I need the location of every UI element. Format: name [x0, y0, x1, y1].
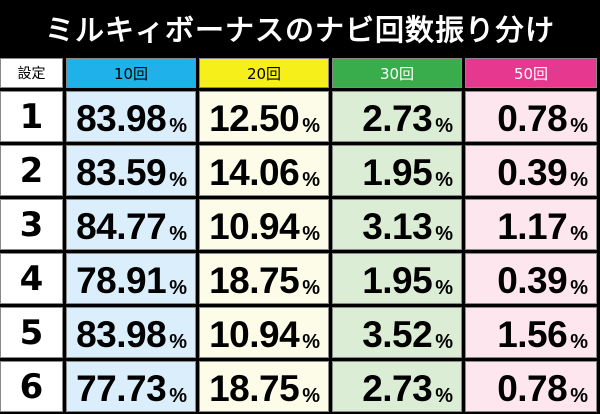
table-header-row: 設定 10回 20回 30回 50回: [0, 58, 600, 88]
percent-sign: %: [570, 277, 588, 299]
value-20-cell: 14.06%: [199, 145, 329, 196]
value-10-cell: 83.98%: [66, 307, 196, 358]
value-10: 83.59: [76, 152, 167, 193]
value-30-cell: 2.73%: [332, 361, 462, 412]
value-20: 10.94: [209, 206, 300, 247]
percent-sign: %: [302, 223, 320, 245]
percent-sign: %: [302, 115, 320, 137]
table-row: 4 78.91% 18.75% 1.95% 0.39%: [0, 253, 600, 304]
value-50: 0.39: [497, 260, 568, 301]
value-50: 0.39: [497, 152, 568, 193]
value-10: 78.91: [76, 260, 167, 301]
value-50-cell: 0.39%: [465, 253, 597, 304]
value-30: 2.73: [362, 368, 433, 409]
header-20: 20回: [199, 58, 329, 88]
percent-sign: %: [435, 115, 453, 137]
value-20-cell: 12.50%: [199, 91, 329, 142]
value-10-cell: 78.91%: [66, 253, 196, 304]
percent-sign: %: [435, 223, 453, 245]
value-20-cell: 10.94%: [199, 199, 329, 250]
value-10: 77.73: [76, 368, 167, 409]
value-10: 84.77: [76, 206, 167, 247]
percent-sign: %: [169, 277, 187, 299]
value-20: 18.75: [209, 260, 300, 301]
percent-sign: %: [435, 331, 453, 353]
value-30: 3.13: [362, 206, 433, 247]
header-setting: 設定: [0, 58, 63, 88]
setting-label: 6: [0, 361, 63, 412]
value-30-cell: 2.73%: [332, 91, 462, 142]
percent-sign: %: [302, 169, 320, 191]
table-row: 3 84.77% 10.94% 3.13% 1.17%: [0, 199, 600, 250]
percent-sign: %: [435, 169, 453, 191]
value-10-cell: 77.73%: [66, 361, 196, 412]
percent-sign: %: [169, 331, 187, 353]
table-row: 1 83.98% 12.50% 2.73% 0.78%: [0, 91, 600, 142]
value-50-cell: 0.78%: [465, 91, 597, 142]
value-50-cell: 0.39%: [465, 145, 597, 196]
value-30: 1.95: [362, 260, 433, 301]
percent-sign: %: [570, 331, 588, 353]
percent-sign: %: [570, 115, 588, 137]
percent-sign: %: [302, 385, 320, 407]
percent-sign: %: [570, 169, 588, 191]
value-50: 1.17: [497, 206, 568, 247]
value-30-cell: 1.95%: [332, 145, 462, 196]
table-row: 5 83.98% 10.94% 3.52% 1.56%: [0, 307, 600, 358]
value-30-cell: 3.13%: [332, 199, 462, 250]
value-20: 10.94: [209, 314, 300, 355]
percent-sign: %: [169, 169, 187, 191]
setting-label: 4: [0, 253, 63, 304]
percent-sign: %: [169, 115, 187, 137]
percent-sign: %: [435, 277, 453, 299]
percent-sign: %: [169, 385, 187, 407]
value-10-cell: 84.77%: [66, 199, 196, 250]
header-50: 50回: [465, 58, 597, 88]
header-30: 30回: [332, 58, 462, 88]
setting-label: 2: [0, 145, 63, 196]
value-20-cell: 18.75%: [199, 361, 329, 412]
value-50-cell: 0.78%: [465, 361, 597, 412]
value-20: 18.75: [209, 368, 300, 409]
value-10-cell: 83.59%: [66, 145, 196, 196]
percent-sign: %: [570, 385, 588, 407]
value-50: 0.78: [497, 368, 568, 409]
setting-label: 1: [0, 91, 63, 142]
value-50-cell: 1.56%: [465, 307, 597, 358]
value-30: 2.73: [362, 98, 433, 139]
value-20: 12.50: [209, 98, 300, 139]
value-30-cell: 1.95%: [332, 253, 462, 304]
table-row: 2 83.59% 14.06% 1.95% 0.39%: [0, 145, 600, 196]
value-50: 0.78: [497, 98, 568, 139]
value-10-cell: 83.98%: [66, 91, 196, 142]
value-10: 83.98: [76, 314, 167, 355]
value-50-cell: 1.17%: [465, 199, 597, 250]
header-10: 10回: [66, 58, 196, 88]
page-title: ミルキィボーナスのナビ回数振り分け: [44, 13, 555, 47]
percent-sign: %: [169, 223, 187, 245]
value-10: 83.98: [76, 98, 167, 139]
percent-sign: %: [570, 223, 588, 245]
value-30: 1.95: [362, 152, 433, 193]
value-20-cell: 18.75%: [199, 253, 329, 304]
value-50: 1.56: [497, 314, 568, 355]
value-20-cell: 10.94%: [199, 307, 329, 358]
percent-sign: %: [302, 277, 320, 299]
table-row: 6 77.73% 18.75% 2.73% 0.78%: [0, 361, 600, 412]
setting-label: 5: [0, 307, 63, 358]
percent-sign: %: [435, 385, 453, 407]
setting-label: 3: [0, 199, 63, 250]
value-30-cell: 3.52%: [332, 307, 462, 358]
percent-sign: %: [302, 331, 320, 353]
value-20: 14.06: [209, 152, 300, 193]
value-30: 3.52: [362, 314, 433, 355]
